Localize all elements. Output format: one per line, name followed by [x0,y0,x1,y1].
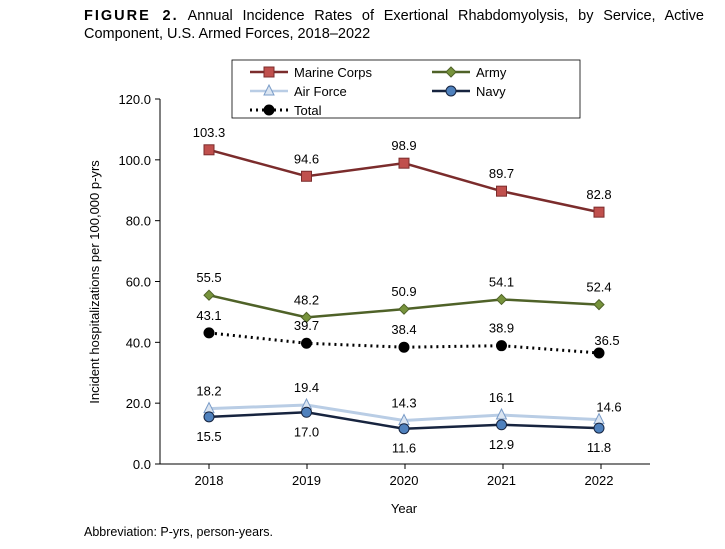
army-marker [593,298,605,311]
marine-corps-marker [203,144,215,156]
legend-total-label: Total [294,103,322,118]
x-tick-label: 2021 [487,473,516,488]
y-tick-label: 100.0 [118,153,151,168]
total-data-label: 38.9 [489,321,514,336]
figure-number: FIGURE 2. [84,8,179,24]
legend-total-marker [263,104,275,116]
y-tick-label: 20.0 [126,396,151,411]
figure-title: FIGURE 2. Annual Incidence Rates of Exer… [84,7,704,43]
series-group: 103.3 94.6 98.9 89.7 82.8 55.5 48.2 50.9 54.1 52.… [193,125,622,456]
legend-navy-label: Navy [476,84,506,99]
total-marker [593,347,605,359]
marine-corps-marker [398,157,410,169]
army-marker [203,289,215,301]
navy-marker [496,419,507,431]
legend-air-force-marker [263,83,275,96]
air-force-data-label: 18.2 [196,384,221,399]
marine-corps-marker [301,170,312,182]
navy-data-label: 17.0 [294,424,319,439]
y-tick-label: 80.0 [126,214,151,229]
navy-data-label: 15.5 [196,429,221,444]
army-data-label: 54.1 [489,274,514,289]
army-data-label: 55.5 [196,270,221,285]
legend-army-marker [445,66,457,78]
legend-marine-corps-marker [263,66,275,78]
x-tick-label: 2018 [195,473,224,488]
navy-data-label: 11.8 [587,440,611,455]
air-force-data-label: 19.4 [294,380,319,395]
marine-corps-data-label: 103.3 [193,125,226,140]
air-force-marker [495,407,508,420]
total-marker [301,337,312,349]
total-marker [203,327,215,339]
air-force-data-label: 14.6 [596,400,621,415]
axes: 0.0 20.0 40.0 60.0 80.0 100.0 120.0 2018 2019 202… [118,92,650,488]
footnote: Abbreviation: P-yrs, person-years. [84,525,273,539]
total-data-label: 38.4 [391,322,416,337]
army-data-label: 50.9 [391,284,416,299]
marine-corps-data-label: 89.7 [489,166,514,181]
legend-army-label: Army [476,65,507,80]
x-tick-label: 2020 [390,473,419,488]
legend-navy-marker [445,85,457,97]
navy-marker [398,423,410,435]
y-tick-label: 0.0 [133,457,151,472]
marine-corps-data-label: 82.8 [586,187,611,202]
army-marker [300,311,313,324]
total-line [208,331,600,355]
army-data-label: 52.4 [586,280,611,295]
y-tick-label: 60.0 [126,275,151,290]
total-data-label: 43.1 [196,308,221,323]
navy-data-label: 12.9 [489,437,514,452]
marine-corps-marker [496,185,507,197]
marine-corps-data-label: 98.9 [391,138,416,153]
x-tick-label: 2019 [292,473,321,488]
army-data-label: 48.2 [294,292,319,307]
x-axis-label: Year [391,501,418,516]
total-marker [398,341,410,353]
total-marker [496,340,507,352]
marine-corps-data-label: 94.6 [294,151,319,166]
total-data-label: 36.5 [594,333,619,348]
y-axis-label: Incident hospitalizations per 100,000 p-… [87,160,102,404]
army-marker [398,303,410,315]
air-force-data-label: 14.3 [391,396,416,411]
legend: Marine Corps Army Air Force Navy Total [250,65,507,118]
y-tick-label: 40.0 [126,335,151,350]
legend-air-force-label: Air Force [294,84,347,99]
legend-box [231,59,581,119]
navy-data-label: 11.6 [392,441,416,456]
army-marker [495,293,508,306]
air-force-data-label: 16.1 [489,390,514,405]
y-tick-label: 120.0 [118,92,151,107]
navy-marker [593,422,605,434]
navy-marker [301,406,312,418]
marine-corps-marker [593,206,605,218]
legend-marine-corps-label: Marine Corps [294,65,373,80]
x-tick-label: 2022 [585,473,614,488]
navy-marker [203,411,215,423]
total-data-label: 39.7 [294,318,319,333]
figure-title-text: Annual Incidence Rates of Exertional Rha… [84,8,704,42]
